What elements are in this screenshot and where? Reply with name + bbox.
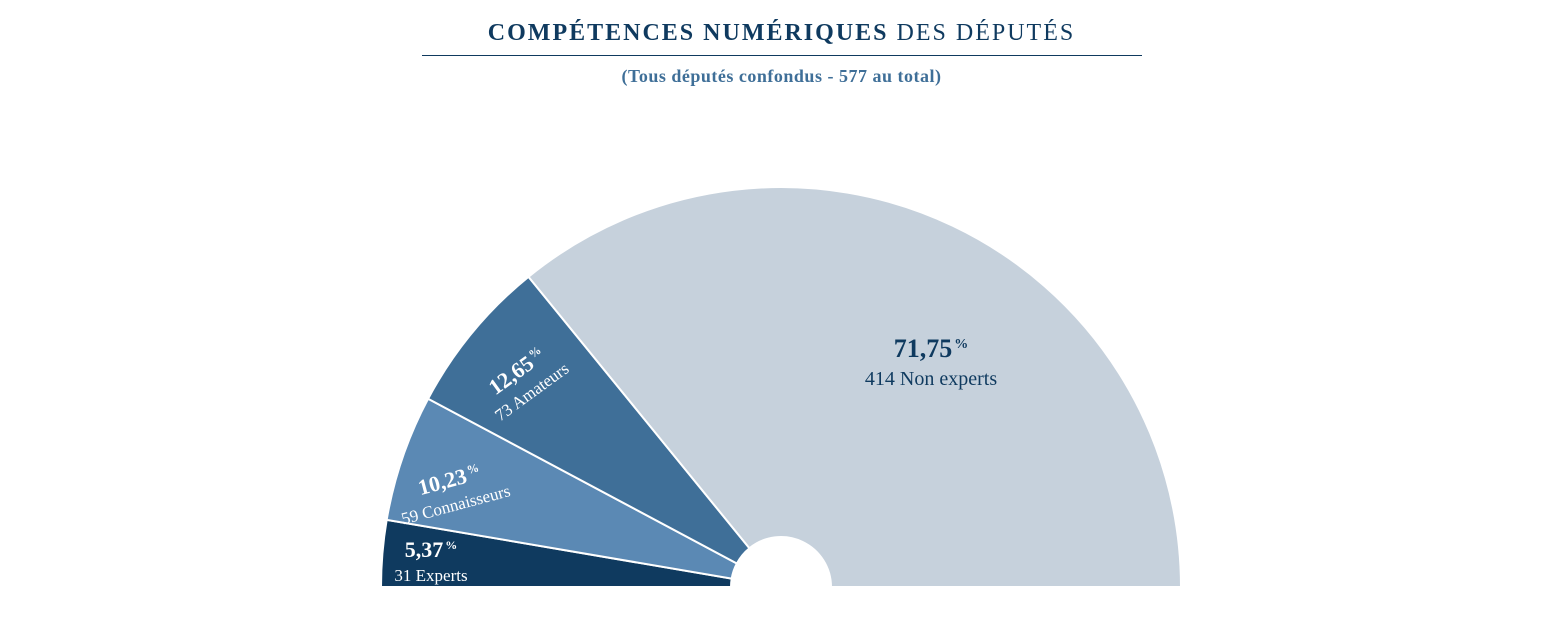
slice-sub-experts: 31 Experts [394, 566, 467, 585]
slice-sub-non-experts: 414 Non experts [865, 368, 997, 390]
title-light: DES DÉPUTÉS [889, 20, 1076, 46]
title-bold: COMPÉTENCES NUMÉRIQUES [488, 20, 889, 46]
chart-title: COMPÉTENCES NUMÉRIQUES DES DÉPUTÉS [488, 20, 1075, 46]
semi-donut-chart: 5,37%31 Experts10,23%59 Connaisseurs12,6… [0, 87, 1563, 597]
chart-subtitle: (Tous députés confondus - 577 au total) [0, 66, 1563, 87]
title-underline: COMPÉTENCES NUMÉRIQUES DES DÉPUTÉS [422, 20, 1142, 56]
chart-header: COMPÉTENCES NUMÉRIQUES DES DÉPUTÉS (Tous… [0, 0, 1563, 87]
chart-svg: 5,37%31 Experts10,23%59 Connaisseurs12,6… [0, 87, 1563, 597]
